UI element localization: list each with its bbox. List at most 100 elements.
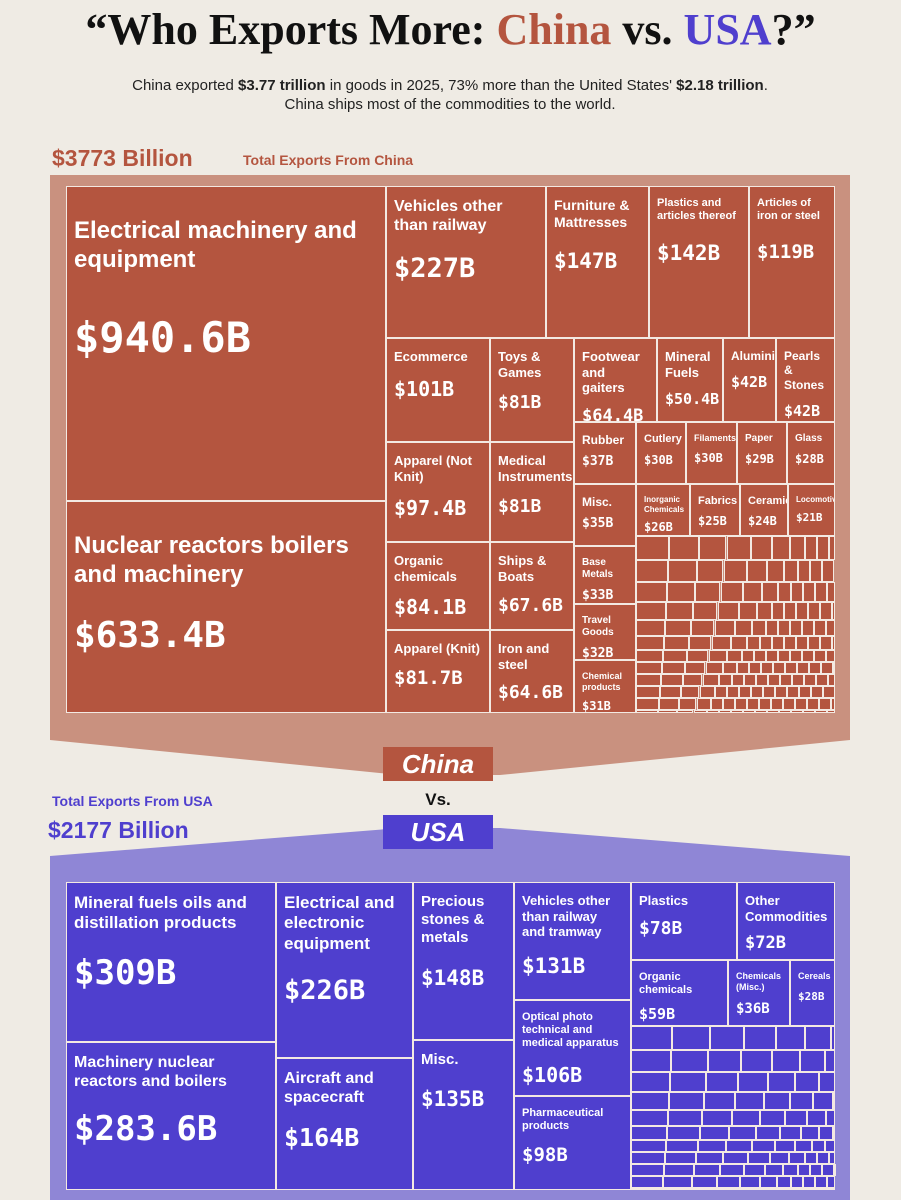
- small-cell: [726, 650, 742, 662]
- subtitle-bold: $3.77 trillion: [238, 77, 326, 94]
- small-cell: [669, 536, 700, 560]
- small-cell: [776, 1026, 805, 1050]
- small-cell: [695, 1152, 724, 1164]
- small-cell: [631, 1140, 666, 1152]
- small-cell: [760, 662, 773, 674]
- small-cell: [631, 1050, 671, 1072]
- small-cell: [827, 674, 835, 686]
- small-cell: [802, 620, 814, 636]
- treemap-cell: Articles of iron or steel $119B: [749, 186, 835, 338]
- small-cell: [667, 582, 696, 602]
- small-cell: [833, 1126, 836, 1140]
- small-cell: [636, 636, 665, 650]
- cell-value: $24B: [748, 514, 777, 529]
- subtitle-text: China exported: [132, 77, 239, 94]
- small-cell: [815, 674, 828, 686]
- small-cell: [770, 698, 783, 710]
- small-cell: [668, 1092, 704, 1110]
- small-cell: [631, 1176, 663, 1188]
- cell-label: Base Metals: [582, 557, 614, 580]
- cell-label: Articles of iron or steel: [757, 197, 820, 223]
- small-cell: [726, 1140, 753, 1152]
- small-cell: [826, 1176, 835, 1188]
- cell-label: Organic chemicals: [639, 971, 693, 997]
- small-cell: [808, 662, 821, 674]
- treemap-cell: Inorganic Chemicals $26B: [636, 484, 690, 536]
- small-cell: [806, 698, 819, 710]
- treemap-cell: Organic chemicals $84.1B: [386, 542, 490, 630]
- small-cell: [775, 1140, 795, 1152]
- small-cell: [681, 686, 700, 698]
- small-cell: [756, 602, 772, 620]
- cell-value: $25B: [698, 514, 727, 529]
- cell-value: $21B: [796, 510, 823, 524]
- small-cell: [814, 650, 826, 662]
- subtitle-bold: $2.18 trillion: [676, 77, 764, 94]
- treemap-cell: Vehicles other than railway $227B: [386, 186, 546, 338]
- cell-label: Paper: [745, 433, 773, 444]
- cell-label: Ecommerce: [394, 349, 468, 364]
- small-cell: [790, 1176, 803, 1188]
- small-cell: [814, 710, 827, 713]
- cell-value: $81.7B: [394, 666, 463, 689]
- small-cell: [810, 560, 823, 582]
- small-cell: [770, 1152, 789, 1164]
- small-cell: [738, 1072, 769, 1092]
- badge: China: [383, 747, 493, 781]
- small-cell: [693, 602, 718, 620]
- small-cell: [822, 560, 835, 582]
- cell-value: $131B: [522, 953, 586, 978]
- small-cell: [798, 560, 811, 582]
- small-cell: [677, 710, 694, 713]
- small-cell: [708, 650, 727, 662]
- cell-label: Plastics: [639, 893, 689, 908]
- small-cell: [786, 686, 799, 698]
- small-cell: [664, 1152, 696, 1164]
- small-cell: [760, 1176, 777, 1188]
- small-cell: [668, 560, 698, 582]
- small-cell: [691, 620, 715, 636]
- small-cell: [664, 636, 690, 650]
- title: “Who Exports More: China vs. USA?”: [0, 4, 901, 55]
- cell-label: Misc.: [582, 495, 613, 509]
- small-cell: [802, 710, 815, 713]
- cell-label: Chemicals (Misc.): [736, 971, 782, 992]
- small-cell: [790, 620, 802, 636]
- treemap-cell: Other Commodities $72B: [737, 882, 835, 960]
- small-cell: [665, 1140, 698, 1152]
- small-cell: [740, 1176, 760, 1188]
- treemap-cell: Locomotives $21B: [788, 484, 835, 536]
- cell-value: $42B: [784, 402, 821, 421]
- small-cell: [705, 662, 723, 674]
- small-cell: [790, 650, 802, 662]
- treemap-cell: Cereals $28B: [790, 960, 835, 1026]
- small-cell: [817, 1152, 830, 1164]
- treemap-cell: Nuclear reactors boilers and machinery $6…: [66, 501, 386, 713]
- small-cell: [790, 536, 806, 560]
- small-cell: [758, 698, 771, 710]
- small-cell: [742, 582, 762, 602]
- small-cell: [722, 662, 737, 674]
- small-cell: [755, 674, 768, 686]
- cell-label: Plastics and articles thereof: [657, 197, 736, 223]
- treemap-cell: Paper $29B: [737, 422, 787, 484]
- small-cell: [702, 674, 719, 686]
- treemap-cell: Organic chemicals $59B: [631, 960, 728, 1026]
- small-cell: [768, 1072, 795, 1092]
- small-cell: [697, 1140, 727, 1152]
- cell-value: $28B: [795, 452, 824, 466]
- small-cell: [685, 662, 706, 674]
- cell-label: Filaments: [694, 433, 737, 443]
- small-cell: [697, 560, 724, 582]
- small-cell: [689, 1188, 715, 1190]
- small-cell: [734, 620, 752, 636]
- small-cell: [695, 582, 721, 602]
- cell-value: $81B: [498, 496, 542, 518]
- small-cell: [784, 560, 799, 582]
- small-cell: [750, 536, 772, 560]
- small-cell: [663, 650, 688, 662]
- small-cell: [830, 1026, 835, 1050]
- small-cell: [636, 650, 664, 662]
- small-cell: [631, 1092, 669, 1110]
- small-cell: [791, 582, 804, 602]
